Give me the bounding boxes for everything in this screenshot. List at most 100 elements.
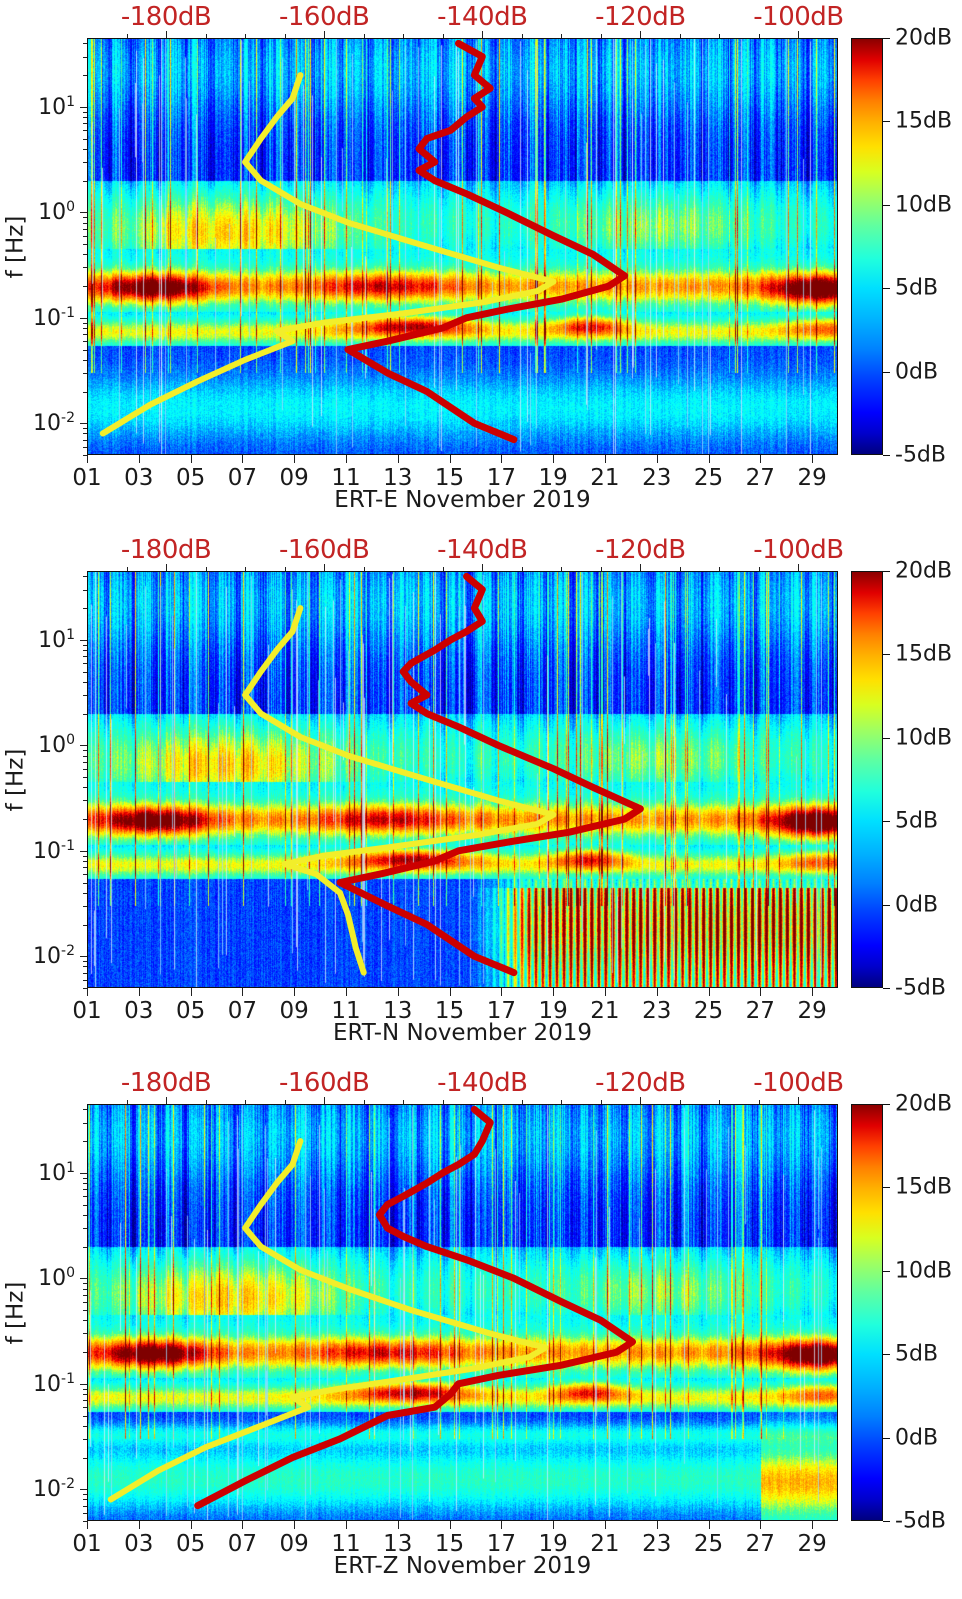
panel-title: ERT-E November 2019	[334, 487, 591, 513]
frequency-axis-minor-tick	[83, 768, 87, 770]
day-axis-tick	[449, 455, 451, 463]
colorbar-label: 10dB	[895, 1258, 953, 1284]
day-axis-label: 15	[434, 465, 465, 491]
colorbar-label: 5dB	[895, 808, 939, 834]
day-axis-tick	[708, 1521, 710, 1529]
db-axis-minor-tick	[719, 567, 721, 571]
colorbar: 20dB 15dB 10dB 5dB 0dB -5dB	[851, 26, 962, 468]
day-axis-tick	[553, 1521, 555, 1529]
frequency-axis-minor-tick	[83, 349, 87, 351]
frequency-axis-minor-tick	[83, 1320, 87, 1322]
day-axis-tick	[345, 455, 347, 463]
day-axis-label: 15	[434, 1531, 465, 1557]
frequency-axis-minor-tick	[83, 1352, 87, 1354]
frequency-axis-minor-tick	[83, 391, 87, 393]
day-axis-label: 23	[642, 465, 672, 491]
frequency-axis-minor-tick	[83, 966, 87, 968]
db-axis-tick	[324, 31, 326, 38]
day-axis-label: 29	[797, 998, 827, 1024]
day-axis-tick	[242, 455, 244, 463]
day-axis-label: 11	[331, 998, 361, 1024]
day-axis-tick	[242, 1521, 244, 1529]
day-axis-label: 19	[538, 465, 568, 491]
day-axis-tick	[812, 455, 814, 463]
frequency-axis-minor-tick	[83, 117, 87, 119]
db-axis-tick	[482, 1097, 484, 1104]
day-axis-tick	[138, 1521, 140, 1529]
frequency-axis-minor-tick	[83, 1505, 87, 1507]
frequency-axis-tick	[80, 1383, 87, 1385]
frequency-axis-minor-tick	[83, 111, 87, 113]
colorbar-label: 0dB	[895, 1425, 939, 1451]
day-axis-label: 21	[590, 1531, 620, 1557]
frequency-axis-minor-tick	[83, 755, 87, 757]
frequency-axis-minor-tick	[83, 681, 87, 683]
day-axis-tick	[656, 988, 658, 996]
day-axis-tick	[553, 988, 555, 996]
day-axis-label: 15	[434, 998, 465, 1024]
day-axis-label: 03	[124, 998, 154, 1024]
day-axis-label: 21	[590, 465, 620, 491]
frequency-axis-minor-tick	[83, 162, 87, 164]
day-axis-label: 01	[72, 1531, 102, 1557]
colorbar-tick	[883, 1187, 890, 1189]
day-axis-tick	[138, 455, 140, 463]
frequency-axis-tick	[80, 956, 87, 958]
frequency-axis-label: 10-2	[33, 943, 75, 970]
day-axis-label: 09	[279, 465, 309, 491]
spectrogram-panel-e: -180dB -160dB -140dB -120dB -100dB 10-2 10-1 10…	[0, 0, 962, 533]
frequency-axis-minor-tick	[83, 148, 87, 150]
frequency-axis-minor-tick	[83, 267, 87, 269]
frequency-axis-minor-tick	[83, 1246, 87, 1248]
db-axis-tick	[640, 1097, 642, 1104]
peterson-noise-model-curve	[107, 1138, 549, 1503]
colorbar-tick	[883, 737, 890, 739]
frequency-axis-minor-tick	[83, 359, 87, 361]
spectrogram-plot-area	[87, 571, 838, 988]
frequency-axis-minor-tick	[83, 819, 87, 821]
day-axis-label: 03	[124, 465, 154, 491]
day-axis-tick	[604, 1521, 606, 1529]
colorbar-label: 0dB	[895, 359, 939, 385]
db-axis-label: -140dB	[437, 1068, 528, 1098]
day-axis-tick	[294, 1521, 296, 1529]
db-axis-minor-tick	[403, 34, 405, 38]
colorbar-tick	[883, 1270, 890, 1272]
day-axis-tick	[397, 1521, 399, 1529]
day-axis-tick	[604, 988, 606, 996]
frequency-axis-minor-tick	[83, 455, 87, 456]
db-axis-tick	[166, 31, 168, 38]
day-axis-label: 01	[72, 998, 102, 1024]
frequency-axis-minor-tick	[83, 43, 87, 45]
day-axis-label: 13	[383, 998, 413, 1024]
frequency-axis-minor-tick	[83, 882, 87, 884]
frequency-axis-minor-tick	[83, 328, 87, 330]
frequency-axis-minor-tick	[83, 1457, 87, 1459]
frequency-axis-minor-tick	[83, 334, 87, 336]
frequency-axis-minor-tick	[83, 1333, 87, 1335]
frequency-axis: 10-2 10-1 100 101	[0, 571, 87, 989]
db-axis-minor-tick	[245, 34, 247, 38]
db-axis-label: -140dB	[437, 2, 528, 32]
colorbar-tick	[883, 904, 890, 906]
colorbar-tick	[883, 654, 890, 656]
frequency-axis-minor-tick	[83, 1288, 87, 1290]
frequency-axis-minor-tick	[83, 428, 87, 430]
frequency-axis-minor-tick	[83, 1400, 87, 1402]
frequency-axis-minor-tick	[83, 867, 87, 869]
db-axis-tick	[324, 1097, 326, 1104]
day-axis-label: 17	[486, 465, 516, 491]
day-axis-label: 25	[693, 465, 724, 491]
day-axis-tick	[708, 988, 710, 996]
frequency-axis-tick	[80, 212, 87, 214]
day-axis-tick	[656, 1521, 658, 1529]
frequency-axis-minor-tick	[83, 1183, 87, 1185]
psd-median-curve	[344, 39, 629, 444]
frequency-axis-minor-tick	[83, 1204, 87, 1206]
db-axis-minor-tick	[205, 1100, 207, 1104]
frequency-axis-label: 100	[38, 1265, 75, 1292]
frequency-axis-minor-tick	[83, 439, 87, 441]
frequency-axis-minor-tick	[83, 750, 87, 752]
frequency-axis-tick	[80, 745, 87, 747]
day-axis-tick	[294, 455, 296, 463]
